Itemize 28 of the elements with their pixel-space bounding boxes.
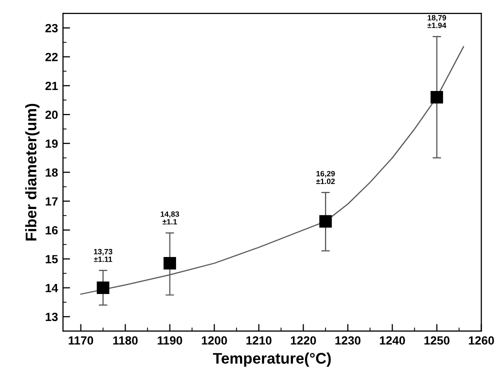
y-axis-title: Fiber diameter(um) bbox=[25, 104, 40, 240]
x-axis-title: Temperature(°C) bbox=[212, 352, 331, 367]
x-tick-label: 1220 bbox=[290, 336, 316, 345]
x-tick-label: 1210 bbox=[246, 336, 272, 345]
x-tick-label: 1180 bbox=[113, 336, 138, 345]
x-tick-label: 1240 bbox=[380, 336, 405, 345]
x-tick-label: 1230 bbox=[335, 336, 360, 345]
y-tick-label: 23 bbox=[45, 24, 58, 32]
y-tick-label: 22 bbox=[45, 52, 58, 62]
y-tick-label: 15 bbox=[46, 255, 58, 264]
y-tick-label: 19 bbox=[46, 139, 58, 148]
y-tick-label: 16 bbox=[46, 226, 58, 234]
x-tick-label: 1200 bbox=[202, 336, 227, 345]
x-tick-label: 1170 bbox=[68, 336, 94, 345]
y-tick-label: 17 bbox=[46, 197, 58, 206]
x-tick-label: 1190 bbox=[158, 336, 182, 345]
y-tick-label: 18 bbox=[46, 168, 58, 177]
y-tick-label: 14 bbox=[46, 284, 58, 292]
point bbox=[96, 282, 110, 294]
x-tick-label: 1250 bbox=[424, 336, 450, 345]
x-tick-label: 1260 bbox=[468, 336, 494, 345]
point bbox=[164, 256, 176, 270]
line-series bbox=[80, 46, 464, 295]
y-tick-label: 21 bbox=[45, 82, 58, 90]
y-tick-label: 13 bbox=[46, 312, 58, 322]
point bbox=[430, 90, 444, 104]
y-tick-label: 20 bbox=[45, 110, 58, 119]
point bbox=[319, 215, 332, 228]
